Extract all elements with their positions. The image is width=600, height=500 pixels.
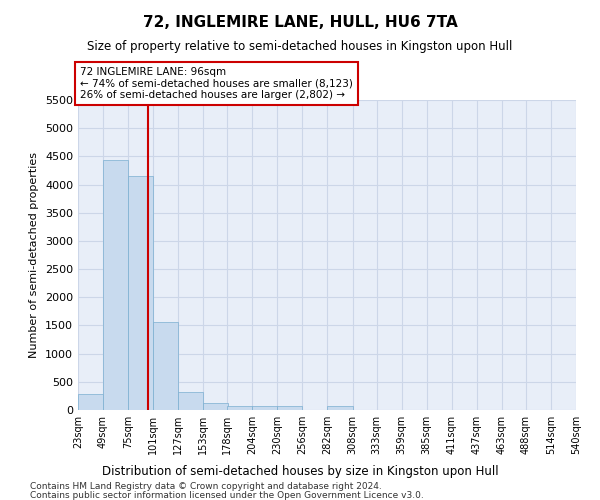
Bar — [78, 394, 103, 410]
Text: Contains public sector information licensed under the Open Government Licence v3: Contains public sector information licen… — [30, 490, 424, 500]
Bar — [253, 406, 277, 410]
Text: Distribution of semi-detached houses by size in Kingston upon Hull: Distribution of semi-detached houses by … — [101, 464, 499, 477]
Bar — [277, 406, 302, 410]
Text: 72 INGLEMIRE LANE: 96sqm
← 74% of semi-detached houses are smaller (8,123)
26% o: 72 INGLEMIRE LANE: 96sqm ← 74% of semi-d… — [80, 67, 353, 100]
Bar — [178, 392, 203, 410]
Bar — [103, 160, 128, 410]
Bar — [153, 322, 178, 410]
Bar — [128, 176, 153, 410]
Bar — [203, 403, 228, 410]
Text: 72, INGLEMIRE LANE, HULL, HU6 7TA: 72, INGLEMIRE LANE, HULL, HU6 7TA — [143, 15, 457, 30]
Bar — [328, 406, 353, 410]
Text: Size of property relative to semi-detached houses in Kingston upon Hull: Size of property relative to semi-detach… — [88, 40, 512, 53]
Y-axis label: Number of semi-detached properties: Number of semi-detached properties — [29, 152, 40, 358]
Bar — [227, 406, 253, 410]
Text: Contains HM Land Registry data © Crown copyright and database right 2024.: Contains HM Land Registry data © Crown c… — [30, 482, 382, 491]
